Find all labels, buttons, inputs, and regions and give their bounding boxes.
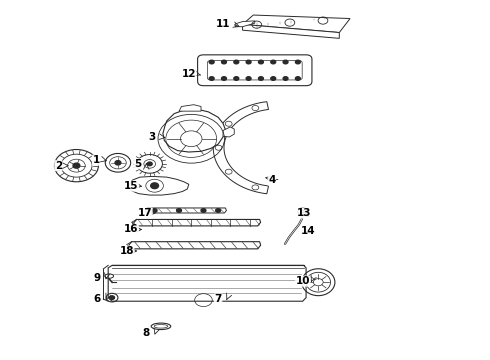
- Polygon shape: [179, 105, 201, 111]
- Text: 11: 11: [216, 19, 230, 29]
- Circle shape: [201, 209, 206, 212]
- Circle shape: [246, 60, 251, 64]
- Polygon shape: [129, 176, 189, 195]
- Circle shape: [176, 209, 181, 212]
- Text: 5: 5: [134, 159, 141, 169]
- Circle shape: [234, 77, 239, 80]
- Polygon shape: [129, 242, 261, 249]
- Circle shape: [295, 77, 300, 80]
- Circle shape: [221, 77, 226, 80]
- Polygon shape: [163, 109, 225, 152]
- Circle shape: [259, 77, 263, 80]
- Text: 15: 15: [124, 181, 138, 191]
- Circle shape: [221, 60, 226, 64]
- Circle shape: [295, 60, 300, 64]
- Text: 12: 12: [182, 69, 196, 79]
- Circle shape: [301, 210, 305, 213]
- Text: 9: 9: [94, 273, 101, 283]
- Polygon shape: [223, 127, 234, 137]
- Polygon shape: [108, 265, 306, 301]
- Text: 17: 17: [138, 208, 152, 218]
- Circle shape: [259, 60, 263, 64]
- Text: 14: 14: [301, 226, 316, 236]
- Circle shape: [151, 183, 159, 189]
- Text: 7: 7: [215, 294, 222, 304]
- Polygon shape: [134, 220, 261, 226]
- Circle shape: [283, 77, 288, 80]
- Circle shape: [209, 77, 214, 80]
- Text: 2: 2: [55, 161, 62, 171]
- FancyBboxPatch shape: [207, 60, 302, 80]
- Circle shape: [115, 161, 121, 165]
- Polygon shape: [213, 102, 269, 194]
- FancyBboxPatch shape: [197, 55, 312, 86]
- Circle shape: [73, 163, 80, 168]
- Circle shape: [216, 209, 220, 212]
- Text: 1: 1: [92, 155, 99, 165]
- Text: 8: 8: [143, 328, 150, 338]
- Circle shape: [234, 60, 239, 64]
- Circle shape: [147, 162, 152, 166]
- Text: 16: 16: [124, 225, 138, 234]
- Circle shape: [271, 60, 276, 64]
- Text: 6: 6: [94, 294, 101, 304]
- Circle shape: [110, 296, 115, 300]
- Polygon shape: [146, 208, 226, 213]
- Text: 13: 13: [296, 208, 311, 218]
- Text: 10: 10: [295, 276, 310, 286]
- Text: 3: 3: [148, 132, 156, 142]
- Text: 18: 18: [120, 246, 134, 256]
- Circle shape: [271, 77, 276, 80]
- Text: 4: 4: [268, 175, 275, 185]
- Polygon shape: [235, 21, 255, 27]
- Polygon shape: [243, 24, 339, 39]
- Circle shape: [283, 60, 288, 64]
- Circle shape: [209, 60, 214, 64]
- Circle shape: [180, 131, 202, 147]
- Circle shape: [246, 77, 251, 80]
- Circle shape: [152, 209, 157, 212]
- Polygon shape: [243, 15, 350, 32]
